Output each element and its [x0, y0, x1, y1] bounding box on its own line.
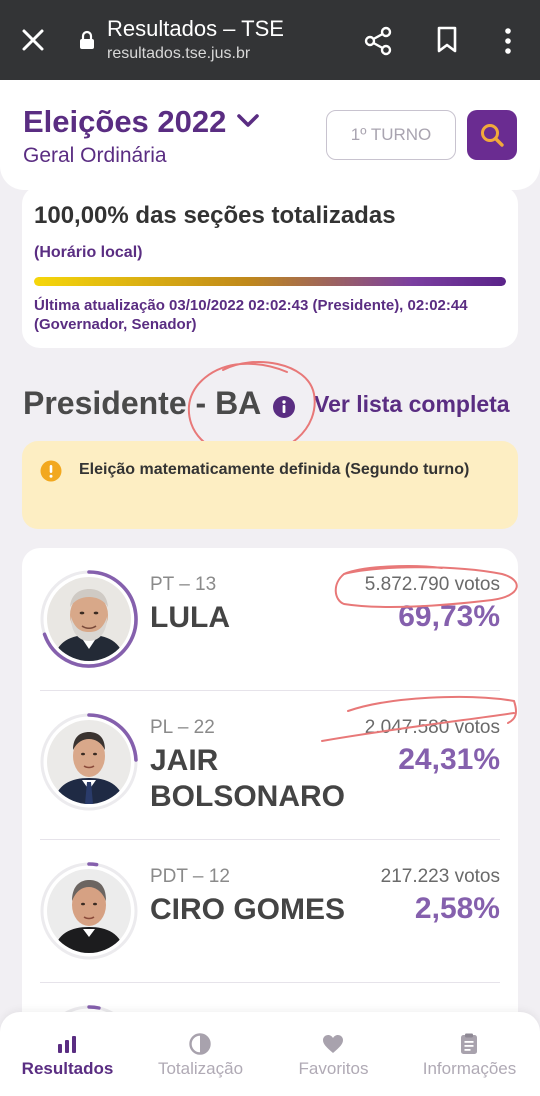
candidate-photo [39, 861, 139, 961]
nav-label: Favoritos [298, 1059, 369, 1078]
candidate-votes: 5.872.790 votos [364, 574, 500, 595]
vote-share-arc [87, 713, 138, 762]
section-title: Presidente - BA [23, 385, 262, 421]
candidate-row[interactable]: PL – 22 JAIR BOLSONARO 2.047.580 votos 2… [22, 691, 518, 840]
turno-button[interactable]: 1º TURNO [326, 110, 456, 160]
avatar [47, 577, 131, 661]
heart-icon [323, 1035, 343, 1053]
nav-informacoes[interactable]: Informações [402, 1012, 537, 1096]
info-icon[interactable] [272, 395, 296, 419]
share-icon[interactable] [364, 26, 392, 56]
candidate-party: PT – 13 [150, 574, 217, 595]
vote-share-arc [42, 570, 138, 668]
avatar [47, 869, 131, 953]
more-vert-icon[interactable] [498, 26, 518, 56]
alert-text: Eleição matematicamente definida (Segund… [79, 461, 470, 478]
hand-drawn-underline-annotation [321, 695, 517, 742]
vote-share-ring [40, 862, 138, 960]
vote-share-ring [40, 713, 138, 811]
bottom-navigation: Resultados Totalização Favoritos Informa… [0, 1012, 540, 1096]
full-list-link[interactable]: Ver lista completa [314, 391, 510, 417]
divider [40, 982, 500, 983]
divider [40, 690, 500, 691]
election-selector-title[interactable]: Eleições 2022 [23, 104, 227, 139]
nav-label: Resultados [21, 1059, 114, 1078]
candidate-row[interactable]: PDT – 12 CIRO GOMES 217.223 votos 2,58% [22, 840, 518, 983]
candidate-name: JAIR BOLSONARO [150, 744, 345, 813]
candidate-row[interactable]: PT – 13 LULA 5.872.790 votos 69,73% [22, 548, 518, 691]
hand-drawn-oval-annotation [334, 565, 518, 608]
half-circle-icon [189, 1033, 211, 1055]
bar-chart-icon [58, 1036, 76, 1053]
search-button[interactable] [467, 110, 517, 160]
last-update: Última atualização 03/10/2022 02:02:43 (… [34, 297, 468, 333]
divider [40, 839, 500, 840]
nav-label: Informações [422, 1059, 517, 1078]
candidate-percent: 2,58% [414, 892, 500, 925]
nav-resultados[interactable]: Resultados [0, 1012, 135, 1096]
avatar [47, 720, 131, 804]
vote-share-ring [40, 570, 138, 668]
close-icon[interactable] [20, 27, 46, 53]
candidate-percent: 69,73% [398, 600, 500, 633]
candidate-votes: 217.223 votos [380, 866, 500, 887]
candidate-photo [39, 712, 139, 812]
candidates-list: PT – 13 LULA 5.872.790 votos 69,73% [22, 548, 518, 1096]
clipboard-icon [461, 1033, 477, 1054]
totalization-status: 100,00% das seções totalizadas (Horário … [22, 186, 518, 348]
totalization-progress-bar [34, 277, 506, 286]
browser-title: Resultados – TSE [107, 16, 284, 41]
local-time-note: (Horário local) [34, 244, 143, 261]
browser-toolbar: Resultados – TSE resultados.tse.jus.br [0, 0, 540, 80]
candidate-name: CIRO GOMES [150, 893, 346, 926]
chevron-down-icon[interactable] [235, 112, 261, 130]
candidate-party: PDT – 12 [150, 866, 230, 887]
vote-share-arc [87, 862, 99, 867]
warning-info-icon [40, 460, 62, 482]
progress-fill [34, 277, 506, 286]
nav-favoritos[interactable]: Favoritos [266, 1012, 401, 1096]
candidate-votes: 2.047.580 votos [364, 717, 500, 738]
election-subtitle: Geral Ordinária [23, 144, 167, 167]
nav-label: Totalização [157, 1059, 244, 1078]
candidate-name: LULA [150, 601, 230, 634]
election-defined-alert: Eleição matematicamente definida (Segund… [22, 441, 518, 529]
election-header: Eleições 2022 Geral Ordinária 1º TURNO [0, 80, 540, 190]
browser-url[interactable]: resultados.tse.jus.br [107, 45, 251, 62]
candidate-party: PL – 22 [150, 717, 215, 738]
search-icon [481, 124, 504, 147]
sections-totalized: 100,00% das seções totalizadas [34, 202, 396, 229]
lock-icon [80, 30, 94, 49]
candidate-photo [39, 569, 139, 669]
nav-totalizacao[interactable]: Totalização [133, 1012, 268, 1096]
bookmark-icon[interactable] [436, 26, 458, 54]
candidate-percent: 24,31% [398, 743, 500, 776]
